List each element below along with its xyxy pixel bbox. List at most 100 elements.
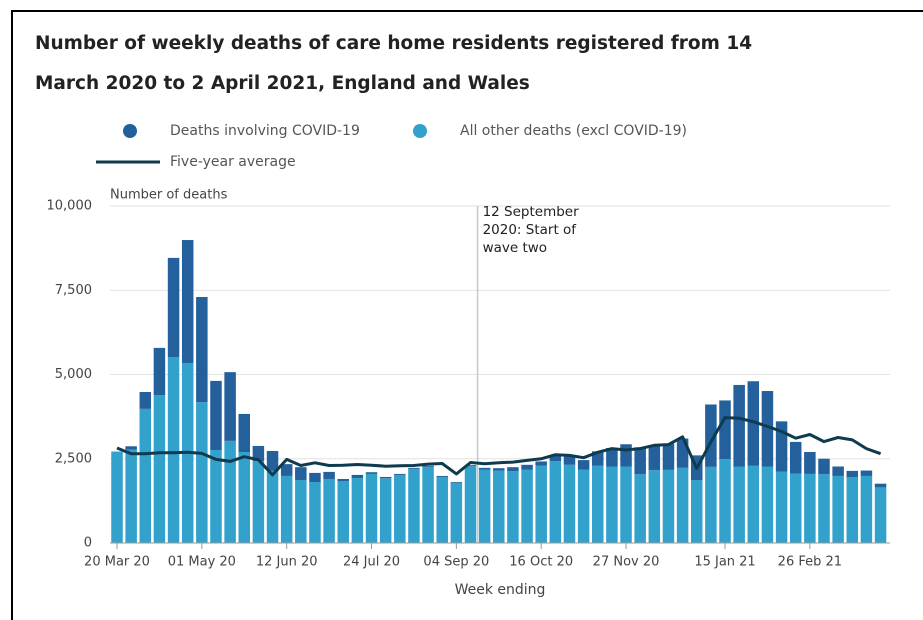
bar (210, 380, 222, 450)
bar (125, 446, 137, 450)
bar (761, 466, 774, 543)
bar (705, 466, 717, 543)
bar (719, 400, 731, 460)
x-tick-label: 15 Jan 21 (694, 555, 755, 570)
bar (733, 384, 745, 467)
bar (648, 470, 661, 543)
y-tick-label: 0 (84, 536, 92, 551)
bar (153, 347, 166, 396)
bar (351, 474, 364, 478)
bar (111, 452, 123, 543)
bar (507, 471, 519, 543)
bar (789, 441, 802, 474)
bar (210, 449, 222, 543)
bar (775, 421, 788, 472)
bar (337, 478, 349, 481)
bar (295, 479, 307, 543)
bar (436, 476, 448, 543)
bar (379, 476, 392, 479)
bar (139, 392, 152, 409)
bar (394, 473, 406, 475)
bar (238, 452, 251, 543)
bar (450, 482, 463, 543)
legend-swatch (123, 124, 137, 138)
bar (634, 447, 646, 475)
bar (634, 474, 646, 543)
bar (535, 461, 547, 466)
y-axis-title: Number of deaths (110, 188, 228, 203)
bar (422, 466, 434, 543)
bar (295, 467, 307, 480)
bar (394, 474, 406, 543)
bar (535, 465, 547, 543)
bar (775, 471, 788, 543)
bar (323, 478, 335, 543)
bar (577, 469, 590, 543)
bar (309, 472, 321, 483)
bar (408, 467, 420, 469)
bar (577, 460, 590, 470)
y-tick-label: 2,500 (55, 451, 92, 466)
line (116, 416, 882, 477)
legend-swatch (413, 124, 427, 138)
bar (464, 466, 477, 543)
bar (690, 479, 703, 543)
annotation: wave two (483, 240, 548, 256)
bar (309, 482, 321, 543)
x-tick-label: 20 Mar 20 (84, 555, 150, 570)
bar (408, 468, 420, 543)
bar (620, 466, 632, 543)
bar (238, 413, 251, 453)
bar (266, 470, 279, 543)
bar (662, 469, 675, 543)
bar (818, 474, 830, 543)
bar (676, 467, 689, 543)
bar (860, 470, 873, 476)
bar (832, 475, 844, 543)
bar (507, 467, 519, 472)
bar (818, 458, 830, 475)
bar (464, 465, 477, 467)
x-tick-label: 24 Jul 20 (343, 555, 400, 570)
bar (139, 408, 152, 543)
bar (422, 465, 434, 467)
bar (747, 381, 760, 466)
bar (620, 444, 632, 467)
bar (493, 470, 505, 543)
bar (846, 477, 859, 543)
annotation: 12 September (483, 204, 580, 220)
y-tick-label: 10,000 (47, 199, 93, 214)
bar (181, 240, 194, 364)
bar (804, 473, 816, 543)
bar (860, 475, 873, 543)
bar (478, 469, 491, 543)
bar (478, 467, 491, 470)
bar (549, 455, 562, 462)
bar (436, 475, 448, 477)
bar (450, 482, 463, 483)
bar (252, 461, 265, 543)
bar (648, 445, 661, 471)
bar (549, 461, 562, 543)
bar (224, 440, 236, 543)
bar (563, 456, 576, 465)
bar (563, 464, 576, 543)
bar (592, 451, 604, 466)
bar (832, 466, 844, 476)
bar (789, 473, 802, 543)
x-tick-label: 16 Oct 20 (509, 555, 573, 570)
x-axis-title: Week ending (455, 582, 546, 598)
bar (280, 464, 293, 476)
x-tick-label: 01 May 20 (168, 555, 236, 570)
bar (606, 466, 618, 543)
bar (606, 447, 618, 467)
bar (125, 449, 137, 543)
bar (521, 464, 533, 470)
chart-title: Number of weekly deaths of care home res… (35, 33, 752, 54)
bar (167, 356, 180, 543)
bar (153, 395, 166, 543)
x-tick-label: 27 Nov 20 (593, 555, 660, 570)
bar (252, 445, 265, 462)
bar (280, 475, 293, 543)
